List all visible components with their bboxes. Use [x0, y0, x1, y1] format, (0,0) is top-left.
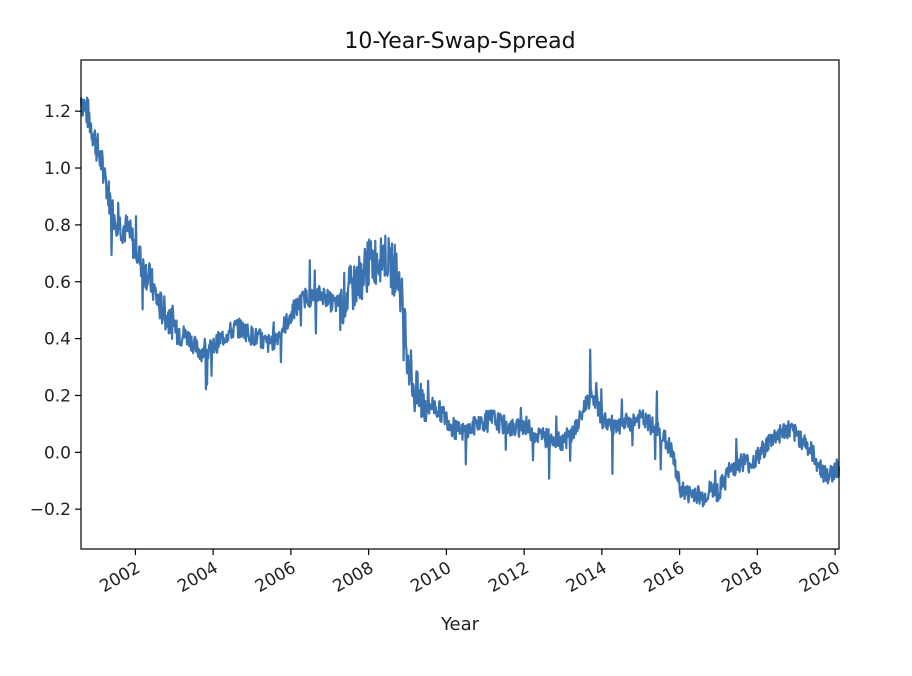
x-tick-label: 2020	[796, 558, 843, 597]
y-tick-label: 0.4	[44, 330, 71, 350]
x-tick-label: 2006	[252, 558, 299, 597]
series-line	[79, 96, 841, 508]
x-tick-label: 2014	[563, 558, 610, 597]
x-tick-label: 2004	[174, 558, 221, 597]
y-tick-label: 1.2	[44, 102, 71, 122]
x-axis-label: Year	[440, 614, 480, 635]
x-tick-label: 2016	[641, 558, 688, 597]
y-tick-label: −0.2	[30, 500, 71, 520]
x-tick-label: 2008	[330, 558, 377, 597]
y-tick-label: 0.8	[44, 216, 71, 236]
y-tick-label: 0.0	[44, 443, 71, 463]
y-tick-label: 0.6	[44, 273, 71, 293]
x-tick-label: 2012	[485, 558, 532, 597]
chart-title: 10-Year-Swap-Spread	[344, 29, 575, 54]
x-axis: 2002 2004 2006 2008 2010 2012 2014 2016 2018 2020	[96, 549, 844, 597]
y-tick-label: 1.0	[44, 159, 71, 179]
plot-frame	[80, 59, 840, 550]
x-tick-label: 2010	[407, 558, 454, 597]
x-tick-label: 2002	[96, 558, 143, 597]
y-tick-label: 0.2	[44, 386, 71, 406]
y-axis: −0.2 0.0 0.2 0.4 0.6 0.8 1.0 1.2	[30, 102, 81, 520]
x-tick-label: 2018	[718, 558, 765, 597]
